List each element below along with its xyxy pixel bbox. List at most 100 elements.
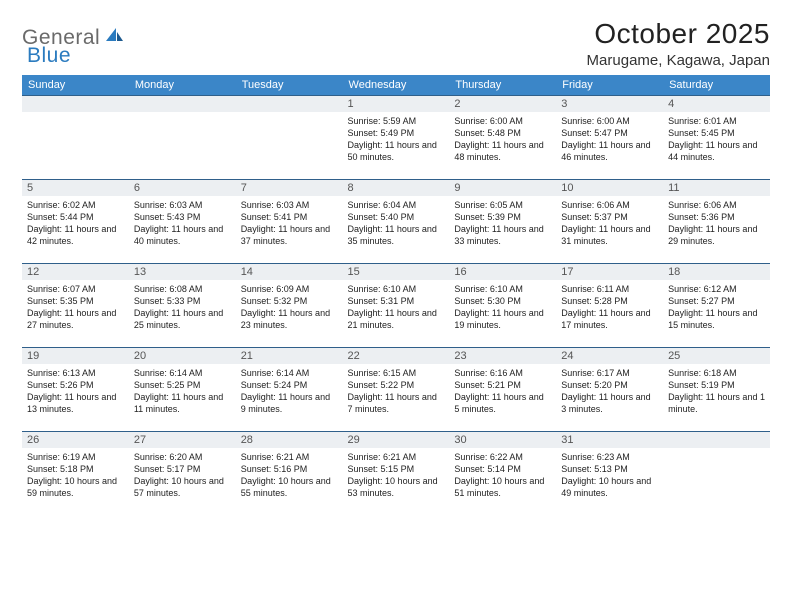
calendar-cell: .: [129, 96, 236, 180]
day-number: 31: [556, 432, 663, 448]
location: Marugame, Kagawa, Japan: [587, 52, 770, 69]
calendar-cell: 14Sunrise: 6:09 AMSunset: 5:32 PMDayligh…: [236, 264, 343, 348]
calendar-cell: 17Sunrise: 6:11 AMSunset: 5:28 PMDayligh…: [556, 264, 663, 348]
calendar-cell: 23Sunrise: 6:16 AMSunset: 5:21 PMDayligh…: [449, 348, 556, 432]
calendar-cell: 4Sunrise: 6:01 AMSunset: 5:45 PMDaylight…: [663, 96, 770, 180]
day-number: 21: [236, 348, 343, 364]
day-number: 16: [449, 264, 556, 280]
day-number: 30: [449, 432, 556, 448]
day-number: 18: [663, 264, 770, 280]
day-number: 27: [129, 432, 236, 448]
day-details: Sunrise: 6:04 AMSunset: 5:40 PMDaylight:…: [343, 196, 450, 251]
day-details: Sunrise: 6:14 AMSunset: 5:25 PMDaylight:…: [129, 364, 236, 419]
calendar-cell: 6Sunrise: 6:03 AMSunset: 5:43 PMDaylight…: [129, 180, 236, 264]
calendar-cell: 16Sunrise: 6:10 AMSunset: 5:30 PMDayligh…: [449, 264, 556, 348]
calendar-cell: 26Sunrise: 6:19 AMSunset: 5:18 PMDayligh…: [22, 432, 129, 516]
day-number: .: [129, 96, 236, 112]
day-details: Sunrise: 5:59 AMSunset: 5:49 PMDaylight:…: [343, 112, 450, 167]
day-number: 22: [343, 348, 450, 364]
day-details: Sunrise: 6:06 AMSunset: 5:36 PMDaylight:…: [663, 196, 770, 251]
month-title: October 2025: [587, 18, 770, 50]
day-details: Sunrise: 6:09 AMSunset: 5:32 PMDaylight:…: [236, 280, 343, 335]
day-details: Sunrise: 6:00 AMSunset: 5:47 PMDaylight:…: [556, 112, 663, 167]
day-details: Sunrise: 6:22 AMSunset: 5:14 PMDaylight:…: [449, 448, 556, 503]
day-number: 1: [343, 96, 450, 112]
day-header: Wednesday: [343, 75, 450, 96]
day-details: Sunrise: 6:10 AMSunset: 5:30 PMDaylight:…: [449, 280, 556, 335]
calendar-cell: 20Sunrise: 6:14 AMSunset: 5:25 PMDayligh…: [129, 348, 236, 432]
calendar-cell: 24Sunrise: 6:17 AMSunset: 5:20 PMDayligh…: [556, 348, 663, 432]
day-details: Sunrise: 6:00 AMSunset: 5:48 PMDaylight:…: [449, 112, 556, 167]
day-header: Saturday: [663, 75, 770, 96]
calendar-row: 26Sunrise: 6:19 AMSunset: 5:18 PMDayligh…: [22, 432, 770, 516]
day-details: [236, 112, 343, 118]
day-details: Sunrise: 6:11 AMSunset: 5:28 PMDaylight:…: [556, 280, 663, 335]
day-details: Sunrise: 6:05 AMSunset: 5:39 PMDaylight:…: [449, 196, 556, 251]
calendar-cell: 22Sunrise: 6:15 AMSunset: 5:22 PMDayligh…: [343, 348, 450, 432]
calendar-row: 5Sunrise: 6:02 AMSunset: 5:44 PMDaylight…: [22, 180, 770, 264]
day-header-row: Sunday Monday Tuesday Wednesday Thursday…: [22, 75, 770, 96]
calendar-cell: 18Sunrise: 6:12 AMSunset: 5:27 PMDayligh…: [663, 264, 770, 348]
day-number: .: [663, 432, 770, 448]
calendar-cell: 12Sunrise: 6:07 AMSunset: 5:35 PMDayligh…: [22, 264, 129, 348]
calendar-cell: 19Sunrise: 6:13 AMSunset: 5:26 PMDayligh…: [22, 348, 129, 432]
calendar-cell: 31Sunrise: 6:23 AMSunset: 5:13 PMDayligh…: [556, 432, 663, 516]
calendar-row: 12Sunrise: 6:07 AMSunset: 5:35 PMDayligh…: [22, 264, 770, 348]
day-number: 25: [663, 348, 770, 364]
day-number: 28: [236, 432, 343, 448]
day-number: .: [236, 96, 343, 112]
calendar-cell: 2Sunrise: 6:00 AMSunset: 5:48 PMDaylight…: [449, 96, 556, 180]
calendar-cell: 11Sunrise: 6:06 AMSunset: 5:36 PMDayligh…: [663, 180, 770, 264]
day-details: Sunrise: 6:23 AMSunset: 5:13 PMDaylight:…: [556, 448, 663, 503]
day-number: 8: [343, 180, 450, 196]
day-number: 11: [663, 180, 770, 196]
day-number: 3: [556, 96, 663, 112]
day-number: 13: [129, 264, 236, 280]
calendar-cell: 27Sunrise: 6:20 AMSunset: 5:17 PMDayligh…: [129, 432, 236, 516]
day-header: Friday: [556, 75, 663, 96]
day-number: 6: [129, 180, 236, 196]
day-header: Sunday: [22, 75, 129, 96]
title-block: October 2025 Marugame, Kagawa, Japan: [587, 18, 770, 69]
day-number: 26: [22, 432, 129, 448]
calendar-cell: 30Sunrise: 6:22 AMSunset: 5:14 PMDayligh…: [449, 432, 556, 516]
calendar-cell: 15Sunrise: 6:10 AMSunset: 5:31 PMDayligh…: [343, 264, 450, 348]
calendar-cell: 29Sunrise: 6:21 AMSunset: 5:15 PMDayligh…: [343, 432, 450, 516]
day-details: Sunrise: 6:03 AMSunset: 5:43 PMDaylight:…: [129, 196, 236, 251]
day-number: 20: [129, 348, 236, 364]
day-details: Sunrise: 6:21 AMSunset: 5:15 PMDaylight:…: [343, 448, 450, 503]
day-details: Sunrise: 6:02 AMSunset: 5:44 PMDaylight:…: [22, 196, 129, 251]
calendar-row: ...1Sunrise: 5:59 AMSunset: 5:49 PMDayli…: [22, 96, 770, 180]
day-number: 4: [663, 96, 770, 112]
calendar-cell: .: [22, 96, 129, 180]
day-header: Thursday: [449, 75, 556, 96]
day-details: Sunrise: 6:21 AMSunset: 5:16 PMDaylight:…: [236, 448, 343, 503]
day-number: 12: [22, 264, 129, 280]
day-details: Sunrise: 6:12 AMSunset: 5:27 PMDaylight:…: [663, 280, 770, 335]
calendar-table: Sunday Monday Tuesday Wednesday Thursday…: [22, 75, 770, 516]
calendar-cell: 5Sunrise: 6:02 AMSunset: 5:44 PMDaylight…: [22, 180, 129, 264]
day-details: Sunrise: 6:16 AMSunset: 5:21 PMDaylight:…: [449, 364, 556, 419]
calendar-cell: 28Sunrise: 6:21 AMSunset: 5:16 PMDayligh…: [236, 432, 343, 516]
calendar-row: 19Sunrise: 6:13 AMSunset: 5:26 PMDayligh…: [22, 348, 770, 432]
day-number: 15: [343, 264, 450, 280]
calendar-cell: 7Sunrise: 6:03 AMSunset: 5:41 PMDaylight…: [236, 180, 343, 264]
sail-icon: [104, 26, 124, 49]
calendar-cell: .: [236, 96, 343, 180]
day-details: Sunrise: 6:06 AMSunset: 5:37 PMDaylight:…: [556, 196, 663, 251]
logo-text-blue: Blue: [27, 44, 71, 67]
day-details: Sunrise: 6:08 AMSunset: 5:33 PMDaylight:…: [129, 280, 236, 335]
calendar-cell: 10Sunrise: 6:06 AMSunset: 5:37 PMDayligh…: [556, 180, 663, 264]
day-number: 29: [343, 432, 450, 448]
calendar-cell: 25Sunrise: 6:18 AMSunset: 5:19 PMDayligh…: [663, 348, 770, 432]
day-details: Sunrise: 6:10 AMSunset: 5:31 PMDaylight:…: [343, 280, 450, 335]
day-details: Sunrise: 6:07 AMSunset: 5:35 PMDaylight:…: [22, 280, 129, 335]
day-details: [663, 448, 770, 454]
header: General October 2025 Marugame, Kagawa, J…: [22, 18, 770, 69]
day-header: Monday: [129, 75, 236, 96]
calendar-cell: 9Sunrise: 6:05 AMSunset: 5:39 PMDaylight…: [449, 180, 556, 264]
calendar-cell: 1Sunrise: 5:59 AMSunset: 5:49 PMDaylight…: [343, 96, 450, 180]
day-number: 7: [236, 180, 343, 196]
day-number: 9: [449, 180, 556, 196]
day-details: [129, 112, 236, 118]
